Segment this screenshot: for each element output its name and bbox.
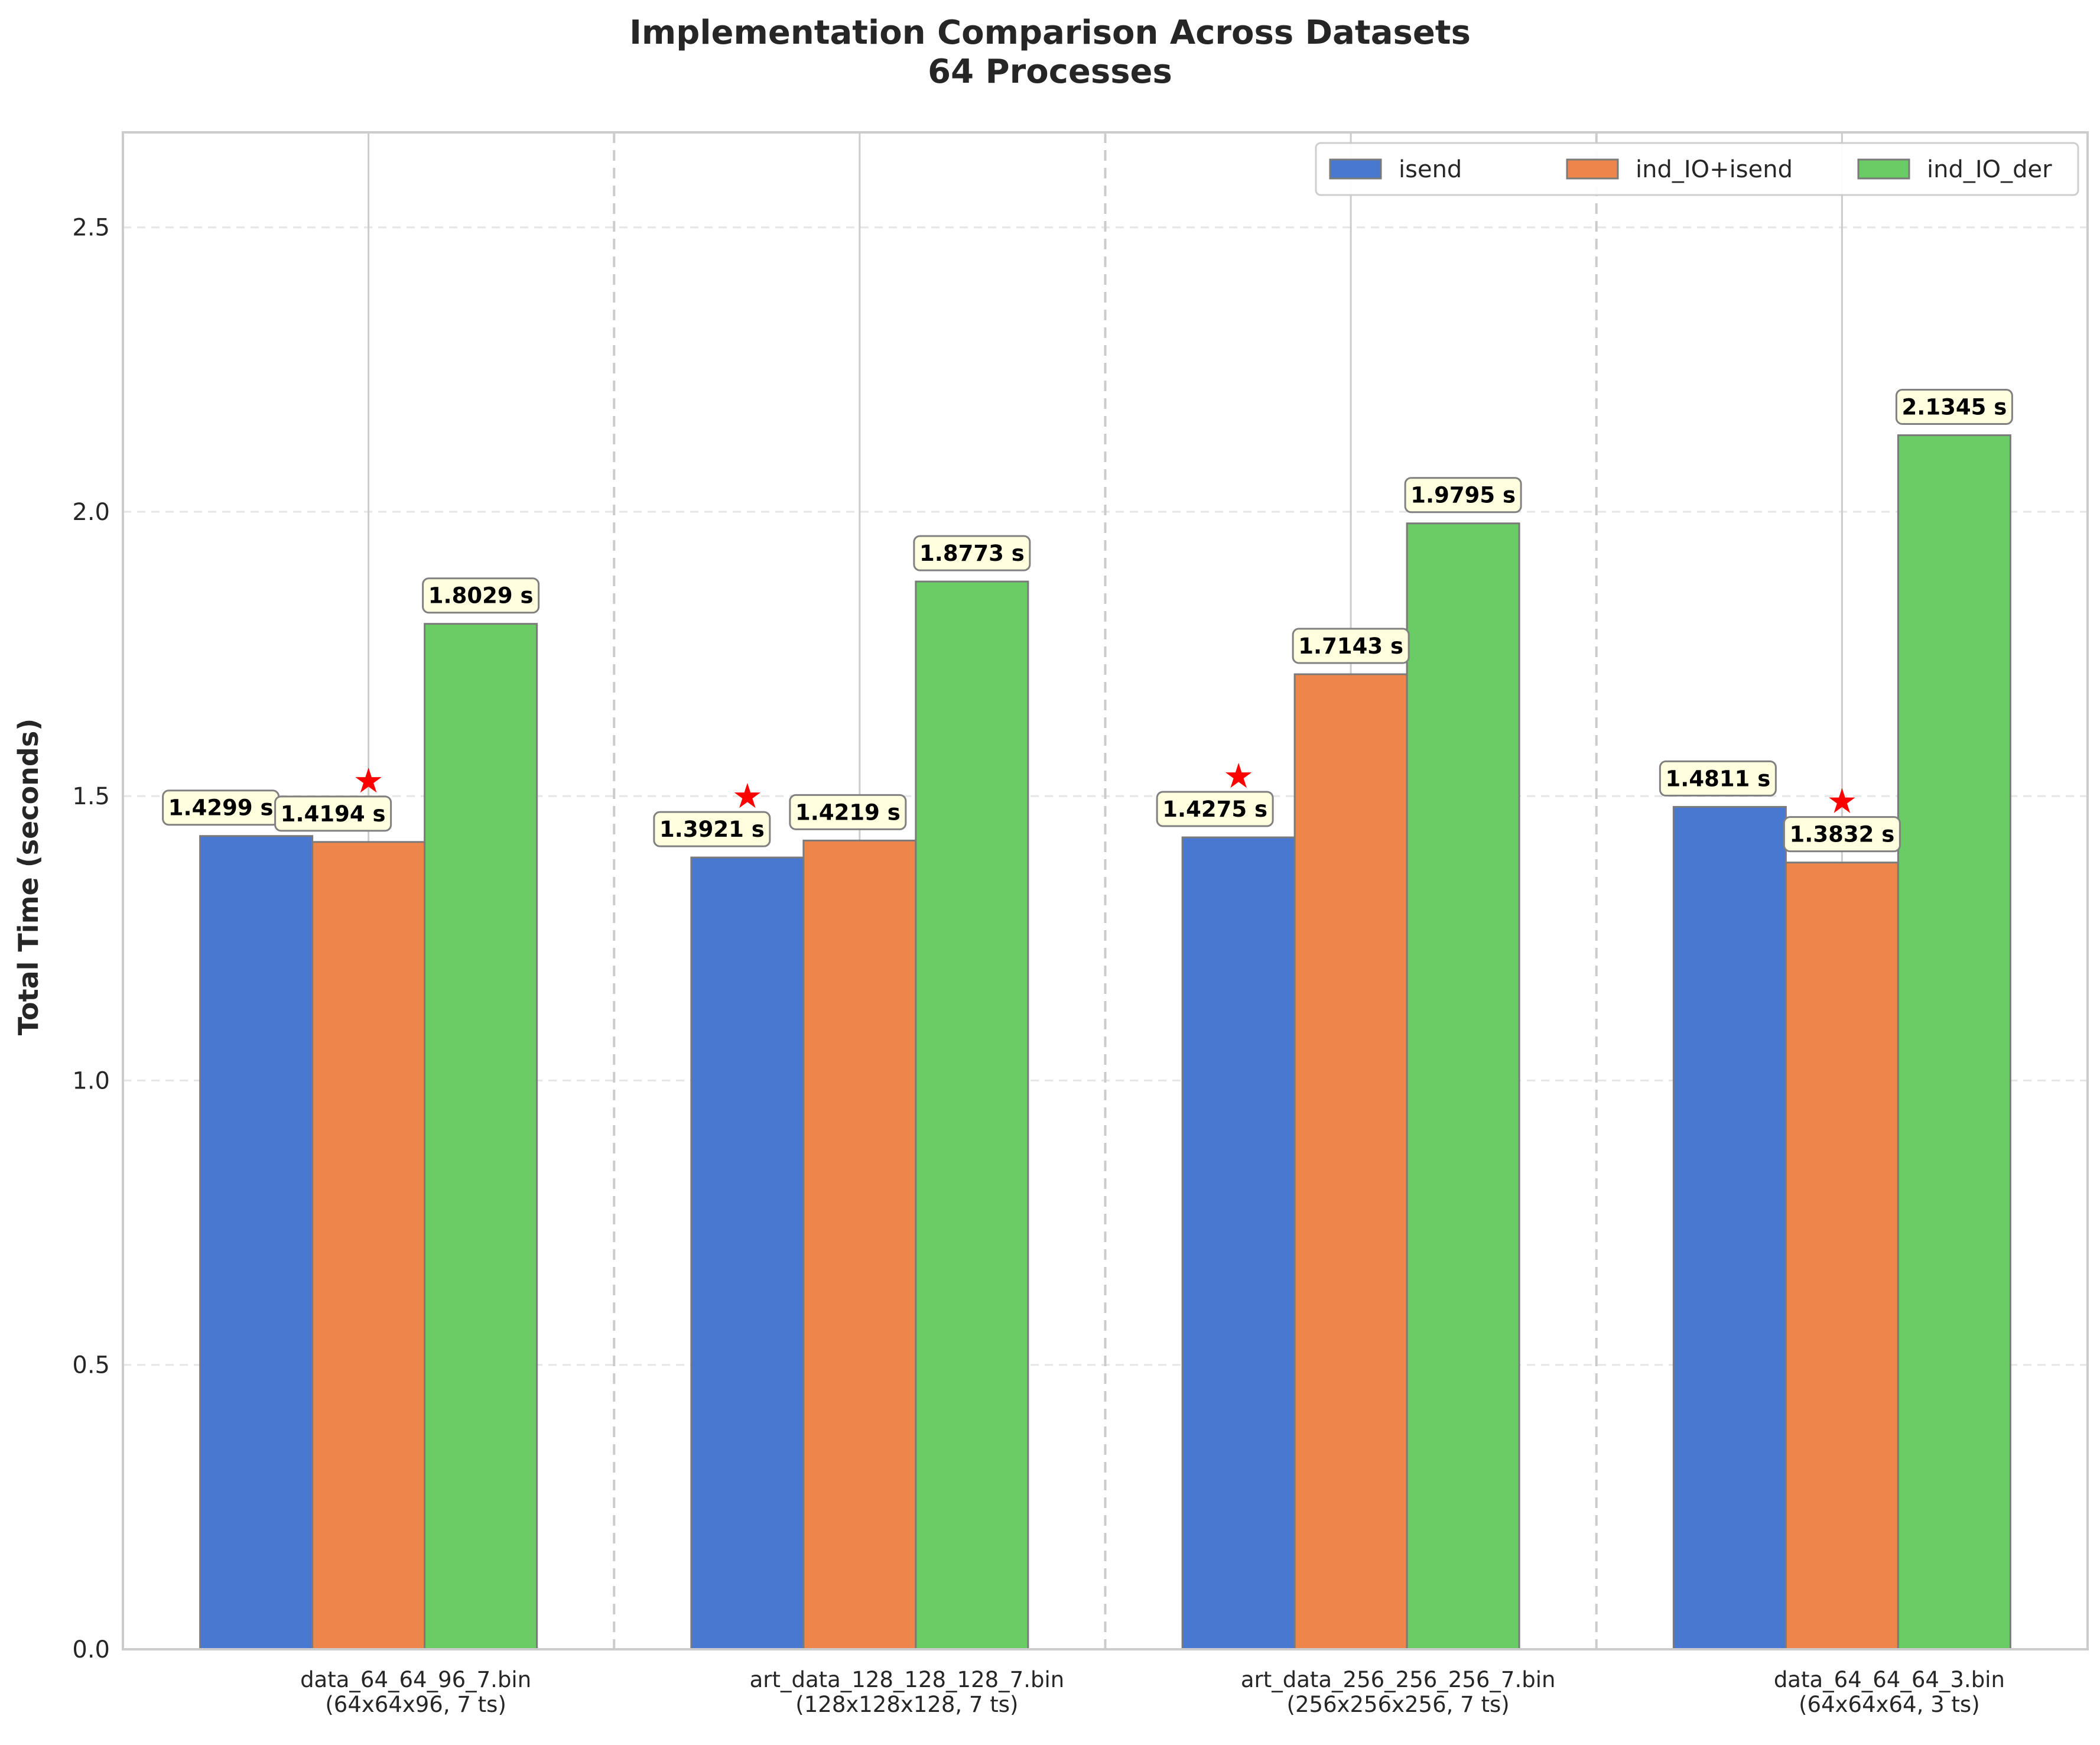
data-label: 1.3921 s [659, 817, 765, 842]
y-tick-label: 2.0 [72, 499, 110, 526]
y-tick-label: 0.5 [72, 1352, 110, 1379]
bar [1181, 836, 1296, 1650]
best-star-marker: ★ [353, 761, 384, 801]
legend-label: ind_IO+isend [1636, 156, 1793, 183]
bar [915, 580, 1029, 1650]
bar [1293, 673, 1408, 1650]
y-tick-label: 2.5 [72, 215, 110, 242]
y-axis-label: Total Time (seconds) [12, 719, 44, 1036]
data-label-box [913, 535, 1031, 571]
data-label-box [1783, 816, 1901, 853]
bar [1784, 862, 1899, 1650]
y-tick-label: 0.0 [72, 1636, 110, 1663]
data-label: 2.1345 s [1902, 395, 2007, 420]
legend-swatch [1329, 158, 1382, 180]
data-label: 1.9795 s [1410, 483, 1516, 508]
legend-label: ind_IO_der [1927, 156, 2052, 183]
data-label: 1.7143 s [1298, 633, 1403, 659]
data-label: 1.4811 s [1666, 766, 1771, 791]
data-label-box [1404, 477, 1522, 514]
x-tick-label: (256x256x256, 7 ts) [1287, 1692, 1510, 1717]
data-label-box [422, 577, 540, 614]
bar [1406, 522, 1520, 1650]
data-label-box [653, 811, 771, 847]
chart-subtitle: 64 Processes [928, 53, 1172, 91]
plot-frame [122, 131, 2089, 1650]
legend-label: isend [1399, 156, 1462, 183]
legend-swatch [1857, 158, 1910, 180]
data-label-box [1156, 791, 1274, 827]
data-label: 1.8029 s [428, 583, 534, 609]
y-tick-label: 1.5 [72, 783, 110, 810]
x-tick-label: (64x64x64, 3 ts) [1799, 1692, 1980, 1717]
data-label-box [1659, 760, 1777, 797]
bar [424, 623, 538, 1650]
chart-title: Implementation Comparison Across Dataset… [629, 14, 1471, 52]
data-label-box [1895, 389, 2013, 425]
bar [1897, 434, 2011, 1650]
best-star-marker: ★ [732, 776, 763, 816]
data-label-box [274, 795, 392, 832]
data-label: 1.4194 s [281, 801, 386, 827]
legend-swatch [1566, 158, 1619, 180]
best-star-marker: ★ [1826, 781, 1857, 821]
x-tick-label: art_data_128_128_128_7.bin [750, 1667, 1065, 1692]
legend-box [1315, 142, 2079, 196]
data-label: 1.4299 s [168, 795, 274, 821]
x-tick-label: data_64_64_96_7.bin [300, 1667, 531, 1692]
data-label: 1.3832 s [1790, 822, 1895, 847]
data-label: 1.4275 s [1162, 797, 1267, 822]
x-tick-label: (64x64x96, 7 ts) [325, 1692, 506, 1717]
x-tick-label: data_64_64_64_3.bin [1774, 1667, 2005, 1692]
x-tick-label: art_data_256_256_256_7.bin [1241, 1667, 1556, 1692]
best-star-marker: ★ [1223, 756, 1254, 796]
data-label-box [1292, 628, 1410, 664]
bar [802, 839, 917, 1650]
data-label-box [789, 794, 907, 830]
data-label: 1.8773 s [919, 541, 1025, 566]
y-tick-label: 1.0 [72, 1067, 110, 1094]
bar [1672, 805, 1787, 1650]
bar [690, 856, 805, 1650]
bar [311, 841, 426, 1650]
bar [199, 835, 314, 1650]
x-tick-label: (128x128x128, 7 ts) [795, 1692, 1018, 1717]
data-label: 1.4219 s [795, 800, 901, 825]
